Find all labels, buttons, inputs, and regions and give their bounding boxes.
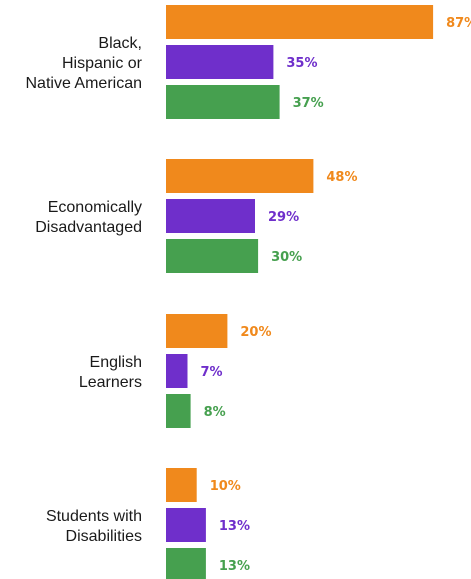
value-label-black-hispanic-or-native-american-series-2: 35% xyxy=(286,56,317,71)
category-label-black-hispanic-or-native-american: Black, Hispanic or Native American xyxy=(26,35,143,92)
value-label-economically-disadvantaged-series-2: 29% xyxy=(268,210,299,225)
category-label-line: Economically xyxy=(48,199,142,216)
bar-students-with-disabilities-series-1 xyxy=(166,468,197,502)
value-label-black-hispanic-or-native-american-series-1: 87% xyxy=(446,16,471,31)
value-label-students-with-disabilities-series-1: 10% xyxy=(210,479,241,494)
value-label-english-learners-series-2: 7% xyxy=(201,365,223,380)
value-label-economically-disadvantaged-series-3: 30% xyxy=(271,250,302,265)
value-labels: 87% 35% 37% 48% 29% 30% 20% 7% 8% 10% 13% 13% xyxy=(201,16,471,574)
category-label-economically-disadvantaged: Economically Disadvantaged xyxy=(35,199,142,236)
value-label-english-learners-series-1: 20% xyxy=(240,325,271,340)
value-label-economically-disadvantaged-series-1: 48% xyxy=(326,170,357,185)
category-label-english-learners: English Learners xyxy=(79,354,142,391)
category-labels: Black, Hispanic or Native American Economic… xyxy=(26,35,143,545)
bar-students-with-disabilities-series-3 xyxy=(166,548,206,579)
value-label-students-with-disabilities-series-3: 13% xyxy=(219,559,250,574)
value-label-students-with-disabilities-series-2: 13% xyxy=(219,519,250,534)
bar-students-with-disabilities-series-2 xyxy=(166,508,206,542)
value-label-english-learners-series-3: 8% xyxy=(204,405,226,420)
category-label-line: Black, xyxy=(98,35,142,52)
bar-economically-disadvantaged-series-1 xyxy=(166,159,314,193)
bar-black-hispanic-or-native-american-series-1 xyxy=(166,5,434,39)
category-label-line: Students with xyxy=(46,508,142,525)
category-label-line: Disadvantaged xyxy=(35,219,142,236)
bars xyxy=(166,5,434,579)
bar-economically-disadvantaged-series-2 xyxy=(166,199,255,233)
bar-english-learners-series-3 xyxy=(166,394,191,428)
category-label-line: Hispanic or xyxy=(62,55,143,72)
bar-english-learners-series-2 xyxy=(166,354,188,388)
bar-black-hispanic-or-native-american-series-2 xyxy=(166,45,274,79)
category-label-line: Native American xyxy=(26,75,143,92)
value-label-black-hispanic-or-native-american-series-3: 37% xyxy=(293,96,324,111)
bar-black-hispanic-or-native-american-series-3 xyxy=(166,85,280,119)
bar-english-learners-series-1 xyxy=(166,314,228,348)
category-label-line: Learners xyxy=(79,374,142,391)
category-label-line: Disabilities xyxy=(66,528,142,545)
category-label-line: English xyxy=(90,354,142,371)
bar-economically-disadvantaged-series-3 xyxy=(166,239,259,273)
category-label-students-with-disabilities: Students with Disabilities xyxy=(46,508,142,545)
